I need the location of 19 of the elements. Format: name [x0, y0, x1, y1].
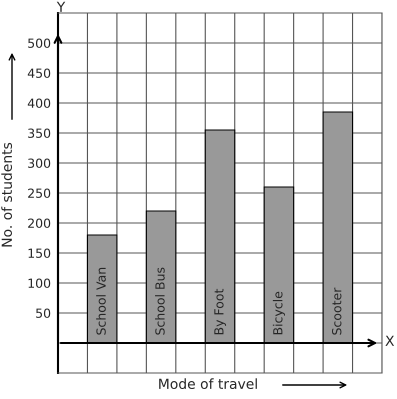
y-tick-label: 500	[28, 38, 50, 48]
y-tick-label: 450	[28, 68, 50, 78]
x-tick-label: Bicycle	[272, 292, 285, 334]
x-tick-label: School Bus	[155, 268, 165, 335]
y-tick-label: 250	[28, 188, 50, 198]
x-tick-label: Scooter	[332, 288, 342, 335]
y-axis-title: No. of students	[1, 142, 12, 246]
y-tick-label: 100	[28, 278, 50, 288]
x-axis-title: Mode of travel	[159, 378, 257, 390]
text: Y	[56, 2, 66, 12]
y-tick-label: 50	[36, 308, 50, 318]
text: X	[385, 336, 394, 346]
x-tick-label: By Foot	[214, 288, 226, 334]
y-tick-label: 400	[28, 98, 50, 108]
y-tick-label: 150	[28, 248, 50, 258]
y-tick-label: 350	[28, 128, 50, 138]
y-tick-label: 200	[28, 218, 50, 228]
x-tick-label: School Van	[96, 268, 106, 335]
y-tick-label: 300	[28, 158, 50, 168]
